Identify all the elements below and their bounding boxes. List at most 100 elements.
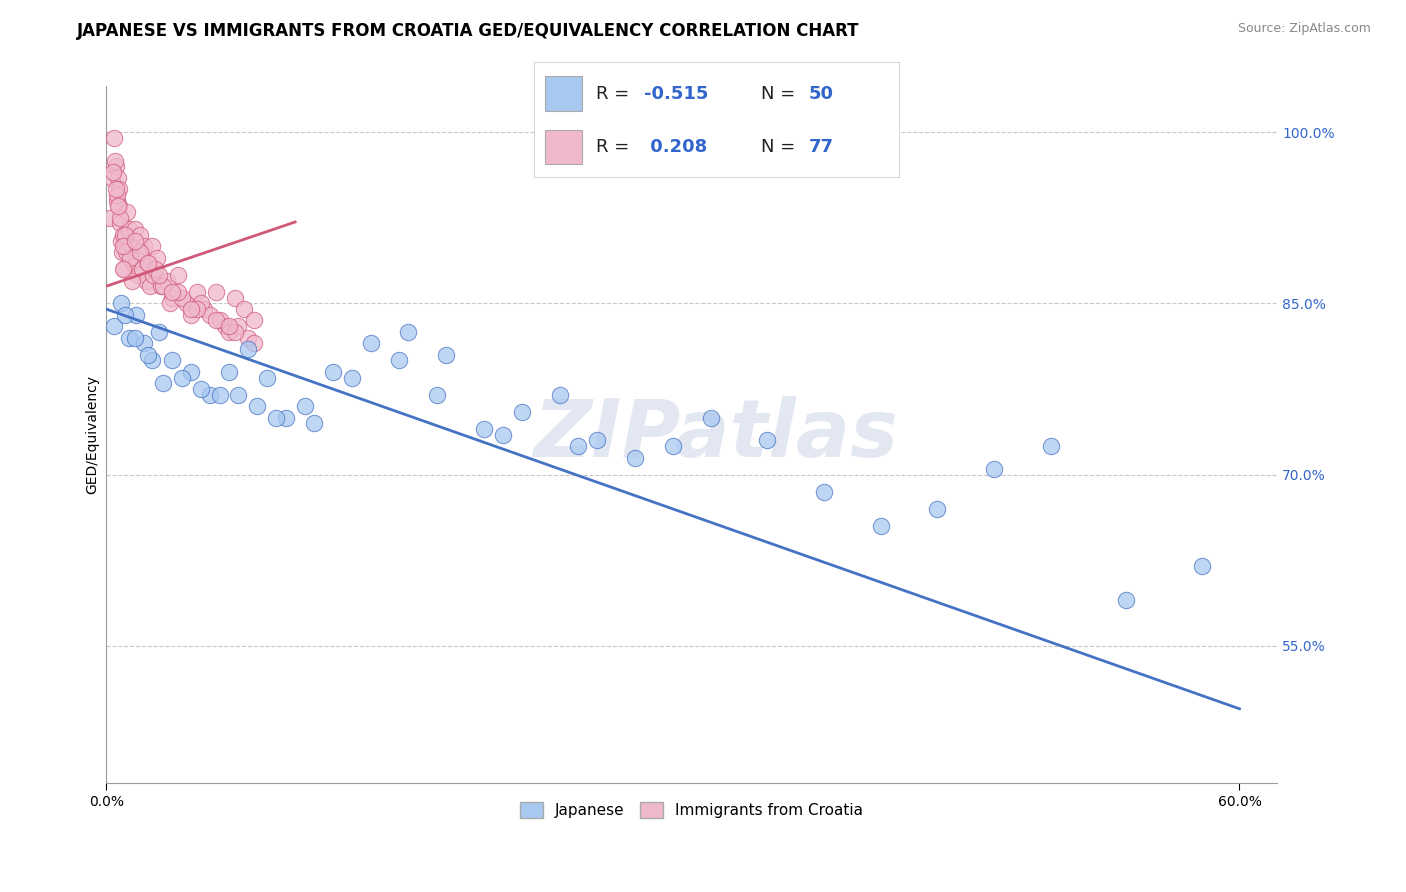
Point [105,187,128,202]
Point [208,388,231,402]
Point [136,348,159,362]
Point [124,234,146,248]
Point [146,251,169,265]
Point [236,342,259,356]
Bar [546,77,582,112]
Point [264,410,287,425]
Point [162,285,184,299]
Point [256,370,278,384]
Point [190,382,212,396]
Point [162,353,184,368]
Point [218,325,240,339]
Point [107,199,129,213]
Point [434,348,457,362]
Point [104,159,127,173]
Point [136,256,159,270]
Point [148,325,170,339]
Point [125,251,148,265]
Point [141,239,163,253]
Point [756,434,779,448]
Point [472,422,495,436]
Point [121,273,143,287]
Point [98,211,121,225]
Point [135,273,157,287]
Point [170,370,193,384]
Point [115,205,138,219]
Point [129,244,152,259]
Text: JAPANESE VS IMMIGRANTS FROM CROATIA GED/EQUIVALENCY CORRELATION CHART: JAPANESE VS IMMIGRANTS FROM CROATIA GED/… [77,22,860,40]
Point [180,301,202,316]
Point [111,244,134,259]
Point [228,319,250,334]
Point [869,519,891,533]
Point [152,279,174,293]
Point [108,182,131,196]
Point [426,388,449,402]
Text: 50: 50 [808,85,834,103]
Point [218,365,240,379]
Point [1115,593,1137,607]
Point [104,153,127,168]
Y-axis label: GED/Equivalency: GED/Equivalency [86,376,100,494]
Point [162,291,184,305]
Point [105,194,128,208]
Point [360,336,382,351]
Point [132,239,155,253]
Point [170,291,193,305]
Point [124,222,146,236]
Point [180,365,202,379]
Point [103,130,125,145]
Point [141,353,163,368]
Point [148,268,170,282]
Point [136,256,159,270]
Point [129,227,152,242]
Legend: Japanese, Immigrants from Croatia: Japanese, Immigrants from Croatia [515,796,869,824]
Point [121,256,143,270]
Point [242,336,264,351]
Text: Source: ZipAtlas.com: Source: ZipAtlas.com [1237,22,1371,36]
Text: N =: N = [761,138,801,156]
Text: N =: N = [761,85,801,103]
Point [548,388,571,402]
Point [586,434,609,448]
Point [274,410,297,425]
Point [224,291,246,305]
Point [110,216,132,230]
Text: R =: R = [596,138,636,156]
Point [112,262,135,277]
Point [110,234,132,248]
Point [233,301,256,316]
Point [142,268,165,282]
Point [115,244,138,259]
Point [159,296,181,310]
Point [236,330,259,344]
Point [662,439,685,453]
Point [567,439,589,453]
Point [118,330,141,344]
Point [186,285,208,299]
Point [193,301,215,316]
Point [492,427,515,442]
Point [114,227,136,242]
Text: ZIPatlas: ZIPatlas [533,396,897,474]
Point [186,301,208,316]
Point [110,296,132,310]
Point [983,462,1005,476]
Point [214,319,236,334]
Point [112,239,135,253]
Point [246,399,269,413]
Point [156,273,179,287]
Point [302,417,325,431]
Point [167,285,190,299]
Point [1039,439,1062,453]
Point [118,222,141,236]
Point [150,279,173,293]
Point [101,170,124,185]
Text: 0.208: 0.208 [644,138,707,156]
Point [131,262,153,277]
Point [101,165,124,179]
Point [813,484,835,499]
Text: -0.515: -0.515 [644,85,709,103]
Point [180,308,202,322]
Point [138,279,160,293]
